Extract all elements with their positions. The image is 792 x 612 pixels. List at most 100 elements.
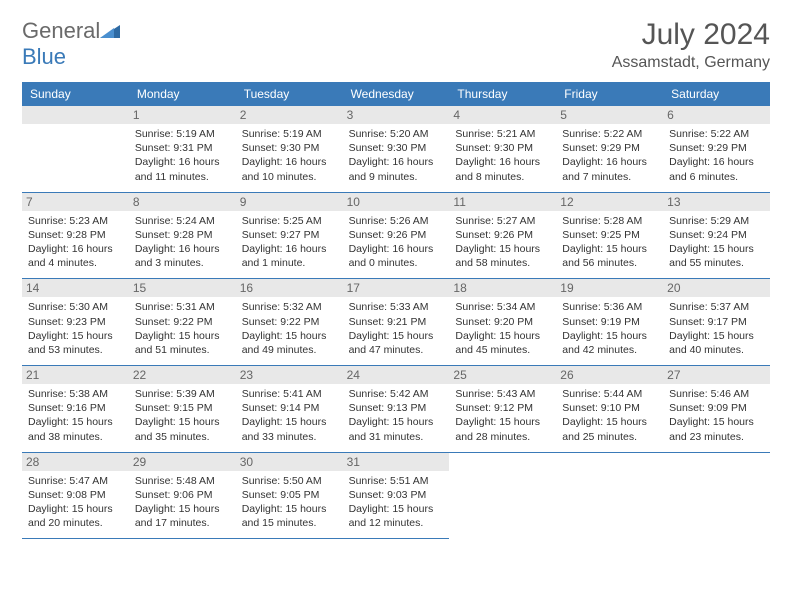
day-cell: 13Sunrise: 5:29 AMSunset: 9:24 PMDayligh… bbox=[663, 193, 770, 280]
day-number: 24 bbox=[343, 366, 450, 384]
day-number: 19 bbox=[556, 279, 663, 297]
weekday-wed: Wednesday bbox=[343, 82, 450, 106]
sunrise-line: Sunrise: 5:19 AM bbox=[135, 127, 230, 141]
sunrise-line: Sunrise: 5:26 AM bbox=[349, 214, 444, 228]
sunset-line: Sunset: 9:17 PM bbox=[669, 315, 764, 329]
daylight-line: Daylight: 15 hours and 17 minutes. bbox=[135, 502, 230, 530]
day-cell bbox=[663, 453, 770, 540]
day-number: 5 bbox=[556, 106, 663, 124]
day-number: 22 bbox=[129, 366, 236, 384]
daylight-line: Daylight: 15 hours and 33 minutes. bbox=[242, 415, 337, 443]
daylight-line: Daylight: 16 hours and 10 minutes. bbox=[242, 155, 337, 183]
day-cell: 30Sunrise: 5:50 AMSunset: 9:05 PMDayligh… bbox=[236, 453, 343, 540]
day-cell: 19Sunrise: 5:36 AMSunset: 9:19 PMDayligh… bbox=[556, 279, 663, 366]
sunset-line: Sunset: 9:26 PM bbox=[455, 228, 550, 242]
sunrise-line: Sunrise: 5:19 AM bbox=[242, 127, 337, 141]
sunrise-line: Sunrise: 5:24 AM bbox=[135, 214, 230, 228]
logo: General Blue bbox=[22, 18, 120, 70]
sunset-line: Sunset: 9:06 PM bbox=[135, 488, 230, 502]
sunset-line: Sunset: 9:19 PM bbox=[562, 315, 657, 329]
day-cell: 15Sunrise: 5:31 AMSunset: 9:22 PMDayligh… bbox=[129, 279, 236, 366]
day-cell: 4Sunrise: 5:21 AMSunset: 9:30 PMDaylight… bbox=[449, 106, 556, 193]
day-number: 1 bbox=[129, 106, 236, 124]
sunset-line: Sunset: 9:14 PM bbox=[242, 401, 337, 415]
daylight-line: Daylight: 15 hours and 49 minutes. bbox=[242, 329, 337, 357]
sunset-line: Sunset: 9:22 PM bbox=[135, 315, 230, 329]
daylight-line: Daylight: 15 hours and 20 minutes. bbox=[28, 502, 123, 530]
sunset-line: Sunset: 9:28 PM bbox=[28, 228, 123, 242]
daylight-line: Daylight: 15 hours and 45 minutes. bbox=[455, 329, 550, 357]
day-cell: 10Sunrise: 5:26 AMSunset: 9:26 PMDayligh… bbox=[343, 193, 450, 280]
day-number: 13 bbox=[663, 193, 770, 211]
weekday-fri: Friday bbox=[556, 82, 663, 106]
day-number: 27 bbox=[663, 366, 770, 384]
daylight-line: Daylight: 16 hours and 9 minutes. bbox=[349, 155, 444, 183]
header: General Blue July 2024 Assamstadt, Germa… bbox=[22, 18, 770, 72]
sunrise-line: Sunrise: 5:32 AM bbox=[242, 300, 337, 314]
daylight-line: Daylight: 15 hours and 53 minutes. bbox=[28, 329, 123, 357]
sunrise-line: Sunrise: 5:38 AM bbox=[28, 387, 123, 401]
day-cell: 9Sunrise: 5:25 AMSunset: 9:27 PMDaylight… bbox=[236, 193, 343, 280]
sunset-line: Sunset: 9:16 PM bbox=[28, 401, 123, 415]
day-number: 20 bbox=[663, 279, 770, 297]
daylight-line: Daylight: 16 hours and 8 minutes. bbox=[455, 155, 550, 183]
day-cell: 11Sunrise: 5:27 AMSunset: 9:26 PMDayligh… bbox=[449, 193, 556, 280]
day-cell: 17Sunrise: 5:33 AMSunset: 9:21 PMDayligh… bbox=[343, 279, 450, 366]
day-cell bbox=[556, 453, 663, 540]
sunset-line: Sunset: 9:22 PM bbox=[242, 315, 337, 329]
day-cell: 12Sunrise: 5:28 AMSunset: 9:25 PMDayligh… bbox=[556, 193, 663, 280]
sunrise-line: Sunrise: 5:25 AM bbox=[242, 214, 337, 228]
day-number: 12 bbox=[556, 193, 663, 211]
sunset-line: Sunset: 9:23 PM bbox=[28, 315, 123, 329]
weekday-header: Sunday Monday Tuesday Wednesday Thursday… bbox=[22, 82, 770, 106]
daylight-line: Daylight: 15 hours and 51 minutes. bbox=[135, 329, 230, 357]
daylight-line: Daylight: 15 hours and 38 minutes. bbox=[28, 415, 123, 443]
day-number: 9 bbox=[236, 193, 343, 211]
sunrise-line: Sunrise: 5:48 AM bbox=[135, 474, 230, 488]
daylight-line: Daylight: 15 hours and 40 minutes. bbox=[669, 329, 764, 357]
day-cell: 23Sunrise: 5:41 AMSunset: 9:14 PMDayligh… bbox=[236, 366, 343, 453]
day-number: 28 bbox=[22, 453, 129, 471]
daylight-line: Daylight: 16 hours and 0 minutes. bbox=[349, 242, 444, 270]
sunrise-line: Sunrise: 5:43 AM bbox=[455, 387, 550, 401]
sunrise-line: Sunrise: 5:30 AM bbox=[28, 300, 123, 314]
day-cell bbox=[449, 453, 556, 540]
day-number: 3 bbox=[343, 106, 450, 124]
daylight-line: Daylight: 15 hours and 15 minutes. bbox=[242, 502, 337, 530]
sunrise-line: Sunrise: 5:47 AM bbox=[28, 474, 123, 488]
day-number: 8 bbox=[129, 193, 236, 211]
day-number: 30 bbox=[236, 453, 343, 471]
day-number: 2 bbox=[236, 106, 343, 124]
daylight-line: Daylight: 15 hours and 58 minutes. bbox=[455, 242, 550, 270]
sunset-line: Sunset: 9:03 PM bbox=[349, 488, 444, 502]
sunset-line: Sunset: 9:05 PM bbox=[242, 488, 337, 502]
daylight-line: Daylight: 16 hours and 3 minutes. bbox=[135, 242, 230, 270]
day-number: 29 bbox=[129, 453, 236, 471]
day-number bbox=[22, 106, 129, 124]
sunset-line: Sunset: 9:30 PM bbox=[349, 141, 444, 155]
sunset-line: Sunset: 9:25 PM bbox=[562, 228, 657, 242]
daylight-line: Daylight: 15 hours and 35 minutes. bbox=[135, 415, 230, 443]
logo-triangle-icon bbox=[100, 18, 120, 44]
day-cell: 28Sunrise: 5:47 AMSunset: 9:08 PMDayligh… bbox=[22, 453, 129, 540]
day-cell: 20 Sunrise: 5:37 AMSunset: 9:17 PMDayligh… bbox=[663, 279, 770, 366]
sunrise-line: Sunrise: 5:34 AM bbox=[455, 300, 550, 314]
logo-part2: Blue bbox=[22, 44, 66, 69]
sunrise-line: Sunrise: 5:36 AM bbox=[562, 300, 657, 314]
weekday-sun: Sunday bbox=[22, 82, 129, 106]
sunrise-line: Sunrise: 5:23 AM bbox=[28, 214, 123, 228]
sunset-line: Sunset: 9:13 PM bbox=[349, 401, 444, 415]
weekday-mon: Monday bbox=[129, 82, 236, 106]
sunrise-line: Sunrise: 5:27 AM bbox=[455, 214, 550, 228]
sunset-line: Sunset: 9:24 PM bbox=[669, 228, 764, 242]
day-number: 18 bbox=[449, 279, 556, 297]
day-cell: 2Sunrise: 5:19 AMSunset: 9:30 PMDaylight… bbox=[236, 106, 343, 193]
day-cell: 16Sunrise: 5:32 AMSunset: 9:22 PMDayligh… bbox=[236, 279, 343, 366]
day-number: 21 bbox=[22, 366, 129, 384]
daylight-line: Daylight: 15 hours and 23 minutes. bbox=[669, 415, 764, 443]
sunset-line: Sunset: 9:31 PM bbox=[135, 141, 230, 155]
daylight-line: Daylight: 15 hours and 12 minutes. bbox=[349, 502, 444, 530]
weekday-sat: Saturday bbox=[663, 82, 770, 106]
sunrise-line: Sunrise: 5:37 AM bbox=[669, 300, 764, 314]
month-title: July 2024 bbox=[612, 18, 770, 52]
